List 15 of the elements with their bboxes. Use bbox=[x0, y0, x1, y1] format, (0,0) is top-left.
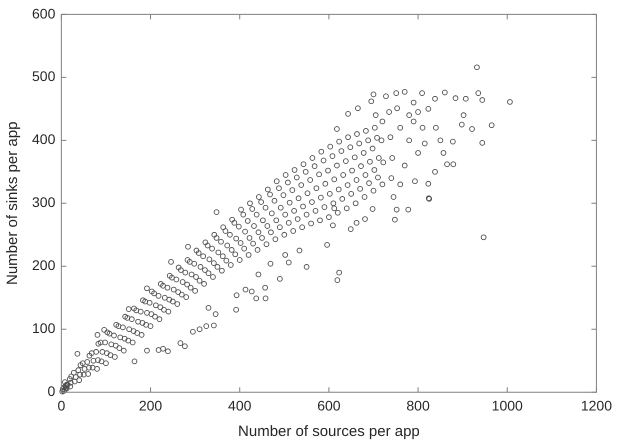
x-tick-label: 600 bbox=[317, 397, 341, 414]
y-tick-label: 200 bbox=[32, 257, 56, 274]
x-axis-title: Number of sources per app bbox=[238, 423, 420, 440]
y-tick-label: 300 bbox=[32, 194, 56, 210]
y-tick-label: 500 bbox=[32, 68, 56, 84]
x-tick-label: 800 bbox=[406, 397, 430, 414]
y-tick-label: 100 bbox=[32, 320, 56, 336]
x-tick-label: 200 bbox=[138, 397, 162, 414]
y-tick-label: 600 bbox=[32, 5, 56, 22]
y-tick-label: 400 bbox=[32, 131, 56, 148]
x-tick-label: 1200 bbox=[580, 397, 612, 414]
y-tick-label: 0 bbox=[48, 383, 56, 400]
x-tick-label: 1000 bbox=[492, 397, 524, 414]
y-axis-title: Number of sinks per app bbox=[4, 122, 22, 286]
x-tick-label: 400 bbox=[228, 397, 252, 414]
